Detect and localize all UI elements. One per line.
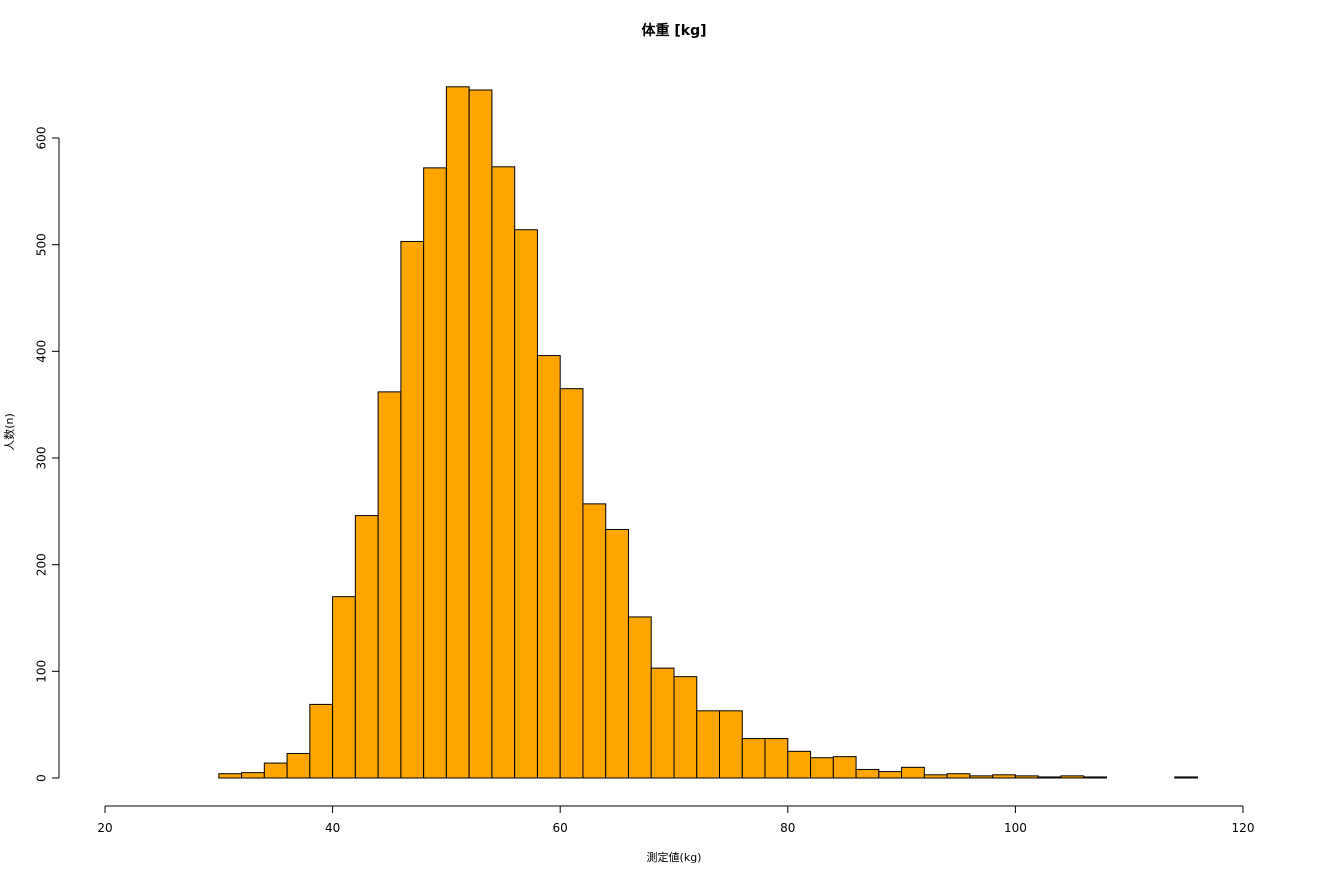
bar [673, 676, 698, 779]
bar [241, 772, 265, 779]
bar [1174, 776, 1198, 779]
bar [354, 515, 379, 779]
chart-title: 体重 [kg] [641, 22, 706, 39]
bar [445, 86, 470, 779]
bar [423, 167, 447, 779]
bar [514, 229, 538, 779]
y-tick-label: 600 [35, 127, 49, 150]
bar [1060, 775, 1085, 779]
x-tick-label: 20 [97, 821, 112, 835]
x-tick-label: 60 [553, 821, 568, 835]
bar [855, 768, 880, 779]
bar [559, 388, 584, 779]
x-tick-label: 80 [780, 821, 795, 835]
y-tick-label: 0 [35, 774, 49, 782]
bar [719, 710, 743, 779]
bar [969, 775, 994, 779]
bar [536, 355, 561, 779]
bar [491, 166, 516, 779]
y-tick-label: 300 [35, 447, 49, 470]
bar [923, 774, 948, 779]
y-axis-label: 人数(n) [3, 413, 16, 451]
y-tick-label: 500 [35, 233, 49, 256]
x-tick-label: 40 [325, 821, 340, 835]
bar [309, 703, 334, 779]
bar [946, 773, 971, 779]
bar [218, 773, 243, 779]
bar [605, 528, 629, 779]
bar [832, 756, 857, 779]
bar [878, 771, 903, 779]
bar [1014, 775, 1039, 779]
bar [764, 738, 789, 779]
bar [650, 667, 675, 779]
bar [696, 710, 721, 779]
x-axis-label: 測定値(kg) [647, 850, 702, 864]
bar [810, 757, 834, 779]
bar [468, 89, 493, 779]
bar [286, 752, 311, 779]
bar [741, 738, 766, 779]
bar [263, 762, 288, 779]
bar [627, 616, 652, 779]
bar [582, 503, 607, 779]
bar [1083, 776, 1107, 779]
y-tick-label: 100 [35, 660, 49, 683]
bar [787, 750, 812, 779]
y-tick-label: 400 [35, 340, 49, 363]
bar [400, 240, 425, 779]
x-tick-label: 100 [1004, 821, 1027, 835]
bar [377, 391, 402, 779]
x-tick-label: 120 [1232, 821, 1255, 835]
y-tick-label: 200 [35, 553, 49, 576]
bar [1037, 776, 1062, 779]
bar [992, 774, 1016, 779]
bar [332, 596, 356, 779]
bar [901, 766, 925, 779]
